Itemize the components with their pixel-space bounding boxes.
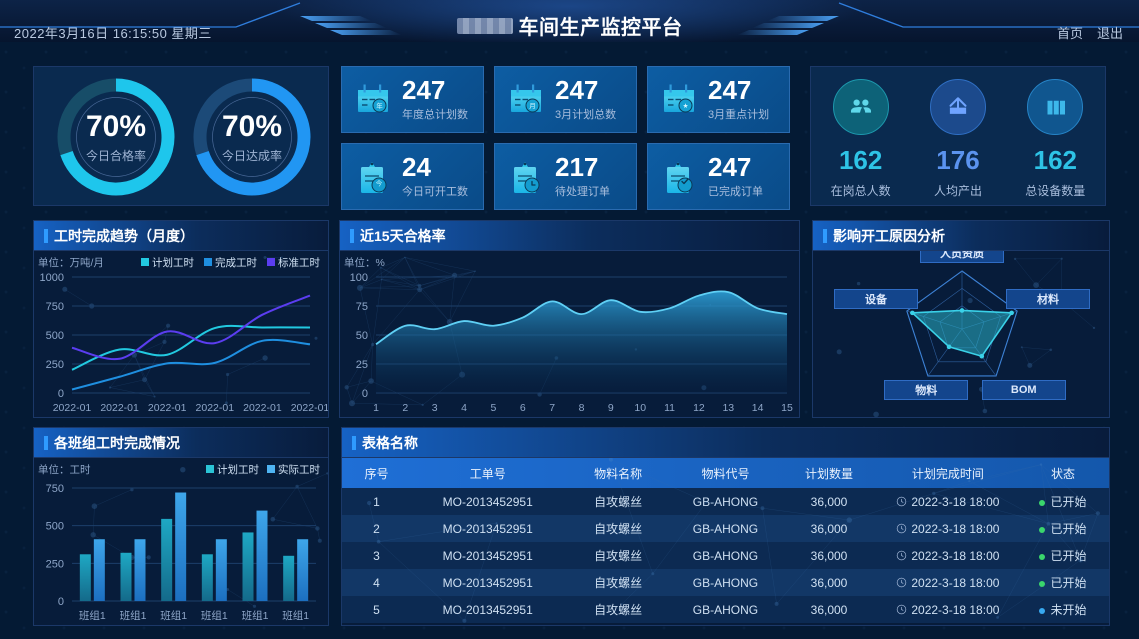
svg-text:250: 250 [46, 558, 64, 570]
svg-text:2022-01: 2022-01 [148, 402, 187, 414]
svg-text:500: 500 [46, 330, 64, 342]
svg-text:2022-01: 2022-01 [196, 402, 235, 414]
svg-text:8: 8 [579, 402, 585, 414]
svg-text:班组1: 班组1 [201, 609, 228, 622]
svg-text:班组1: 班组1 [120, 609, 147, 622]
svg-text:0: 0 [58, 388, 64, 400]
svg-text:75: 75 [356, 301, 368, 313]
svg-text:3: 3 [432, 402, 438, 414]
svg-text:年: 年 [376, 101, 383, 110]
svg-text:750: 750 [46, 483, 64, 495]
svg-text:2022-01: 2022-01 [53, 402, 92, 414]
svg-text:13: 13 [722, 402, 734, 414]
svg-text:★: ★ [683, 102, 689, 110]
svg-text:14: 14 [752, 402, 764, 414]
svg-text:2022-01: 2022-01 [243, 402, 282, 414]
svg-text:班组1: 班组1 [282, 609, 309, 622]
svg-text:班组1: 班组1 [160, 609, 187, 622]
svg-text:班组1: 班组1 [79, 609, 106, 622]
svg-text:250: 250 [46, 359, 64, 371]
svg-text:1000: 1000 [40, 272, 64, 284]
svg-text:2022-01: 2022-01 [100, 402, 139, 414]
svg-text:15: 15 [781, 402, 793, 414]
svg-text:12: 12 [693, 402, 705, 414]
svg-text:2: 2 [402, 402, 408, 414]
svg-text:500: 500 [46, 521, 64, 533]
svg-text:7: 7 [549, 402, 555, 414]
svg-text:班组1: 班组1 [242, 609, 269, 622]
svg-text:1: 1 [373, 402, 379, 414]
svg-text:0: 0 [58, 596, 64, 608]
svg-text:2022-01: 2022-01 [291, 402, 328, 414]
svg-text:25: 25 [356, 359, 368, 371]
svg-text:50: 50 [356, 330, 368, 342]
svg-text:月: 月 [529, 102, 536, 110]
svg-text:9: 9 [608, 402, 614, 414]
svg-text:750: 750 [46, 301, 64, 313]
svg-text:0: 0 [362, 388, 368, 400]
svg-text:6: 6 [520, 402, 526, 414]
svg-text:11: 11 [664, 402, 675, 414]
svg-text:5: 5 [491, 402, 497, 414]
svg-text:10: 10 [634, 402, 646, 414]
svg-text:4: 4 [461, 402, 467, 414]
svg-text:100: 100 [350, 272, 368, 284]
svg-text:今: 今 [376, 178, 383, 187]
